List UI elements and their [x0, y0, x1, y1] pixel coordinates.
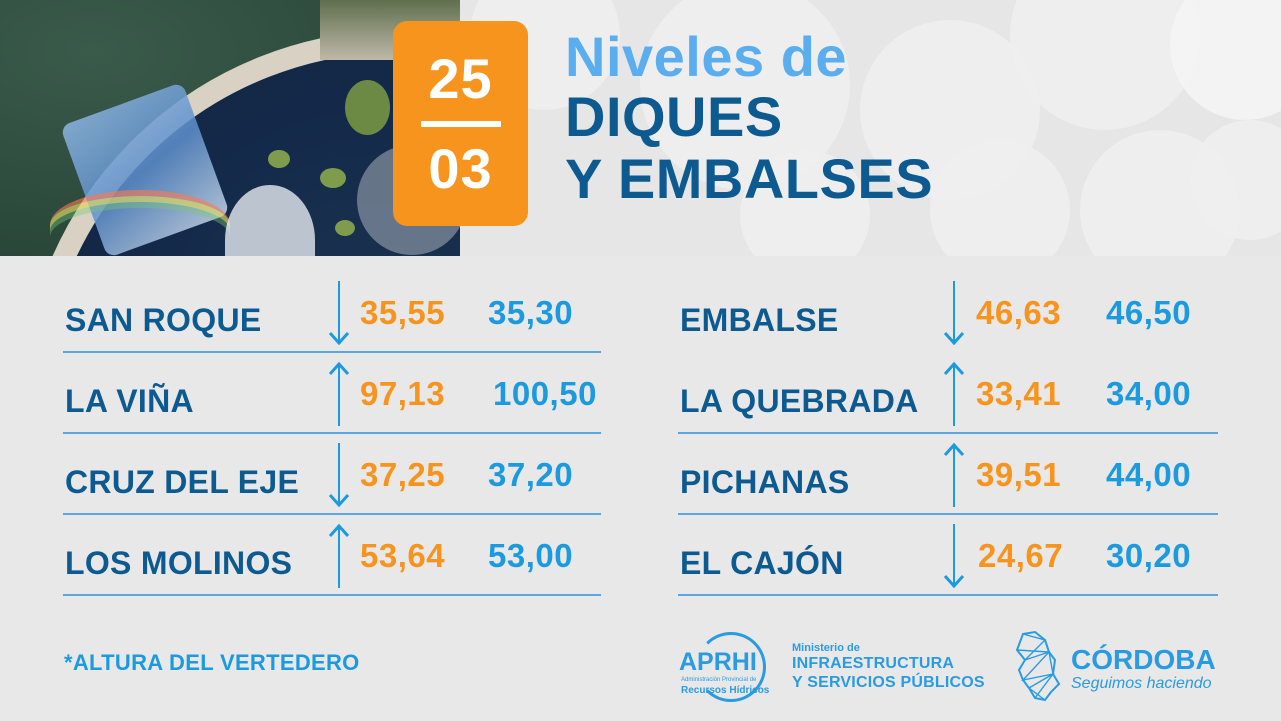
- reservoir-list-left: SAN ROQUE 35,55 35,30 LA VIÑA 97,13 100,…: [63, 272, 601, 596]
- row-divider: [678, 513, 1218, 515]
- current-level: 33,41: [976, 375, 1062, 412]
- aprhi-acronym: APRHI: [679, 648, 757, 676]
- reservoir-name: SAN ROQUE: [65, 302, 262, 338]
- arrow-down-icon: [943, 281, 965, 346]
- cordoba-name: CÓRDOBA: [1071, 644, 1216, 675]
- page-title: Niveles de DIQUES Y EMBALSES: [565, 28, 933, 210]
- reservoir-row: EL CAJÓN 24,67 30,20: [678, 515, 1218, 596]
- spillway-level: 46,50: [1106, 294, 1192, 331]
- ministry-line-1: Ministerio de: [792, 642, 860, 654]
- arrow-up-icon: [943, 361, 965, 426]
- date-month: 03: [428, 136, 493, 200]
- current-level: 46,63: [976, 294, 1062, 331]
- header-banner: 25 03 Niveles de DIQUES Y EMBALSES: [0, 0, 1281, 256]
- spillway-level: 37,20: [488, 456, 574, 493]
- reservoir-row: PICHANAS 39,51 44,00: [678, 434, 1218, 515]
- decor-bubble: [740, 150, 870, 256]
- current-level: 35,55: [360, 294, 446, 331]
- spillway-level: 100,50: [493, 375, 597, 412]
- spillway-level: 34,00: [1106, 375, 1192, 412]
- date-badge: 25 03: [393, 21, 528, 226]
- row-divider: [63, 594, 601, 596]
- spillway-footnote: *ALTURA DEL VERTEDERO: [64, 650, 360, 675]
- reservoir-name: LOS MOLINOS: [65, 545, 293, 581]
- date-day: 25: [428, 46, 493, 110]
- title-line-3: Y EMBALSES: [565, 147, 934, 210]
- spillway-level: 30,20: [1106, 537, 1192, 574]
- reservoir-row: SAN ROQUE 35,55 35,30: [63, 272, 601, 353]
- decor-bubble: [1190, 120, 1281, 240]
- reservoir-name: EL CAJÓN: [680, 545, 844, 581]
- reservoir-name: LA VIÑA: [65, 383, 194, 419]
- reservoir-row: EMBALSE 46,63 46,50: [678, 272, 1218, 353]
- date-divider: [420, 120, 501, 127]
- reservoir-row: CRUZ DEL EJE 37,25 37,20: [63, 434, 601, 515]
- arrow-up-icon: [943, 442, 965, 507]
- aprhi-logo: APRHI Administración Provincial de Recur…: [676, 630, 776, 704]
- aprhi-line-1: Administración Provincial de: [681, 677, 757, 683]
- reservoir-row: LOS MOLINOS 53,64 53,00: [63, 515, 601, 596]
- reservoir-name: CRUZ DEL EJE: [65, 464, 300, 500]
- spillway-level: 53,00: [488, 537, 574, 574]
- current-level: 37,25: [360, 456, 446, 493]
- title-line-2: DIQUES: [565, 85, 783, 148]
- reservoir-row: LA QUEBRADA 33,41 34,00: [678, 353, 1218, 434]
- arrow-down-icon: [943, 524, 965, 589]
- cordoba-tagline: Seguimos haciendo: [1071, 675, 1212, 692]
- row-divider: [63, 432, 601, 434]
- arrow-up-icon: [328, 523, 350, 588]
- row-divider: [678, 594, 1218, 596]
- dam-aerial-photo: [0, 0, 460, 256]
- ministry-line-2: INFRAESTRUCTURA: [792, 655, 955, 672]
- ministry-line-3: Y SERVICIOS PÚBLICOS: [792, 674, 985, 691]
- ministry-logo: Ministerio de INFRAESTRUCTURA Y SERVICIO…: [792, 642, 985, 692]
- spillway-level: 44,00: [1106, 456, 1192, 493]
- decor-bubble: [930, 140, 1070, 256]
- reservoir-name: LA QUEBRADA: [680, 383, 919, 419]
- cordoba-map-icon: [1015, 630, 1061, 702]
- current-level: 53,64: [360, 537, 446, 574]
- reservoir-name: PICHANAS: [680, 464, 850, 500]
- spillway-level: 35,30: [488, 294, 574, 331]
- decor-bubble: [1170, 0, 1281, 120]
- current-level: 97,13: [360, 375, 446, 412]
- arrow-down-icon: [328, 443, 350, 508]
- reservoir-name: EMBALSE: [680, 302, 839, 338]
- aprhi-line-2: Recursos Hídricos: [681, 685, 770, 696]
- current-level: 24,67: [978, 537, 1064, 574]
- arrow-down-icon: [328, 281, 350, 346]
- aprhi-ring-icon: [696, 632, 766, 702]
- title-line-1: Niveles de: [565, 25, 848, 88]
- reservoir-row: LA VIÑA 97,13 100,50: [63, 353, 601, 434]
- row-divider: [63, 351, 601, 353]
- row-divider: [678, 432, 1218, 434]
- current-level: 39,51: [976, 456, 1062, 493]
- arrow-up-icon: [328, 361, 350, 426]
- row-divider: [63, 513, 601, 515]
- reservoir-list-right: EMBALSE 46,63 46,50 LA QUEBRADA 33,41 34…: [678, 272, 1218, 596]
